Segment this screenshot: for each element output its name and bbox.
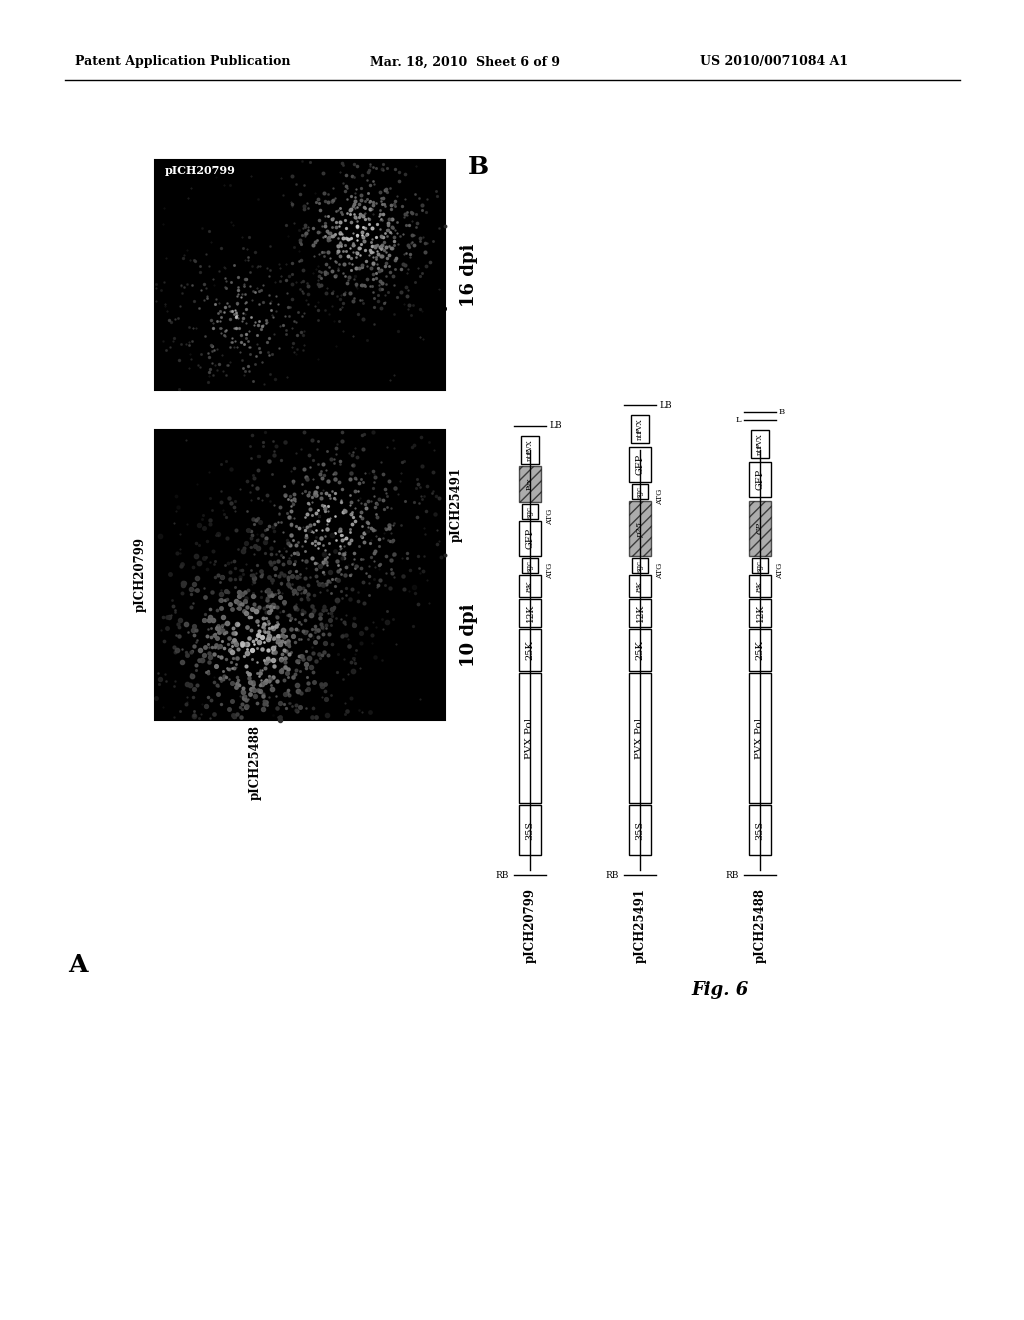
Text: GFP: GFP	[636, 454, 644, 475]
Bar	[521, 436, 539, 465]
Text: 25K: 25K	[636, 640, 644, 660]
Bar	[629, 805, 651, 855]
Text: RB: RB	[496, 870, 509, 879]
Bar	[749, 462, 771, 498]
Bar	[749, 630, 771, 671]
Text: pICH20799: pICH20799	[134, 537, 147, 612]
Text: PVX Pol: PVX Pol	[756, 718, 765, 759]
Text: pICH25491: pICH25491	[450, 467, 463, 543]
Text: 25K: 25K	[756, 640, 765, 660]
Text: ATG: ATG	[656, 562, 664, 579]
Text: 35S: 35S	[756, 821, 765, 840]
Text: pICH20799: pICH20799	[523, 888, 537, 964]
Bar	[629, 630, 651, 671]
Bar	[749, 599, 771, 627]
Text: ATG: ATG	[656, 488, 664, 506]
Text: PVX Pol: PVX Pol	[636, 718, 644, 759]
Text: pICH25491: pICH25491	[634, 888, 646, 964]
Bar	[632, 484, 648, 499]
Bar	[155, 160, 445, 389]
Bar	[749, 673, 771, 803]
Text: sgc: sgc	[756, 560, 764, 572]
Bar	[519, 521, 541, 556]
Text: ATG: ATG	[546, 562, 554, 579]
Bar	[752, 558, 768, 573]
Text: RB: RB	[605, 870, 618, 879]
Text: pICH20799: pICH20799	[165, 165, 236, 176]
Text: LB: LB	[549, 421, 561, 430]
Text: PVX: PVX	[756, 434, 764, 449]
Bar	[749, 805, 771, 855]
Text: pICH25488: pICH25488	[754, 888, 767, 964]
Text: B: B	[468, 154, 489, 180]
Bar	[631, 414, 649, 444]
Text: pICH25491: pICH25491	[437, 239, 449, 310]
Bar	[155, 430, 445, 719]
Bar	[522, 558, 538, 573]
Text: 8K: 8K	[526, 579, 534, 591]
Text: ntr: ntr	[756, 445, 764, 455]
Text: pICH25488: pICH25488	[249, 725, 261, 800]
Text: GFP: GFP	[756, 469, 765, 490]
Text: ATG: ATG	[776, 562, 784, 579]
Text: PVX: PVX	[636, 418, 644, 433]
Bar	[629, 599, 651, 627]
Bar	[629, 502, 651, 556]
Bar	[519, 673, 541, 803]
Bar	[749, 502, 771, 556]
Text: RB: RB	[726, 870, 739, 879]
Text: 35S: 35S	[525, 821, 535, 840]
Text: sgc: sgc	[636, 486, 644, 498]
Text: 10 dpi: 10 dpi	[460, 603, 478, 667]
Text: 12K: 12K	[525, 603, 535, 622]
Text: ntr: ntr	[636, 430, 644, 441]
Text: sgc: sgc	[526, 506, 534, 517]
Text: US 2010/0071084 A1: US 2010/0071084 A1	[700, 55, 848, 69]
Text: PVX Pol: PVX Pol	[525, 718, 535, 759]
Text: Fig. 6: Fig. 6	[691, 981, 749, 999]
Bar	[632, 558, 648, 573]
Bar	[519, 599, 541, 627]
Bar	[749, 576, 771, 597]
Text: Pvx: Pvx	[526, 478, 534, 490]
Text: 16 dpi: 16 dpi	[460, 243, 478, 306]
Bar	[519, 630, 541, 671]
Text: Patent Application Publication: Patent Application Publication	[75, 55, 291, 69]
Bar	[629, 447, 651, 482]
Text: L: L	[735, 416, 741, 424]
Bar	[629, 673, 651, 803]
Bar	[522, 504, 538, 519]
Text: 12K: 12K	[636, 603, 644, 622]
Text: 25K: 25K	[525, 640, 535, 660]
Text: 8K: 8K	[636, 579, 644, 591]
Text: 8K: 8K	[756, 579, 764, 591]
Text: PVX: PVX	[526, 440, 534, 454]
Text: LB: LB	[659, 400, 672, 409]
Text: CP: CP	[756, 523, 764, 535]
Text: sgc: sgc	[526, 560, 534, 572]
Text: 35S: 35S	[636, 821, 644, 840]
Text: sgc: sgc	[636, 560, 644, 572]
Text: GFP: GFP	[525, 528, 535, 549]
Text: ATG: ATG	[546, 510, 554, 525]
Text: A: A	[68, 953, 87, 977]
Text: 12K: 12K	[756, 603, 765, 622]
Text: B: B	[779, 408, 785, 416]
Bar	[519, 805, 541, 855]
Bar	[519, 466, 541, 502]
Text: p25: p25	[636, 520, 644, 536]
Text: ntr: ntr	[526, 450, 534, 461]
Bar	[629, 576, 651, 597]
Text: Mar. 18, 2010  Sheet 6 of 9: Mar. 18, 2010 Sheet 6 of 9	[370, 55, 560, 69]
Bar	[519, 576, 541, 597]
Bar	[751, 430, 769, 458]
